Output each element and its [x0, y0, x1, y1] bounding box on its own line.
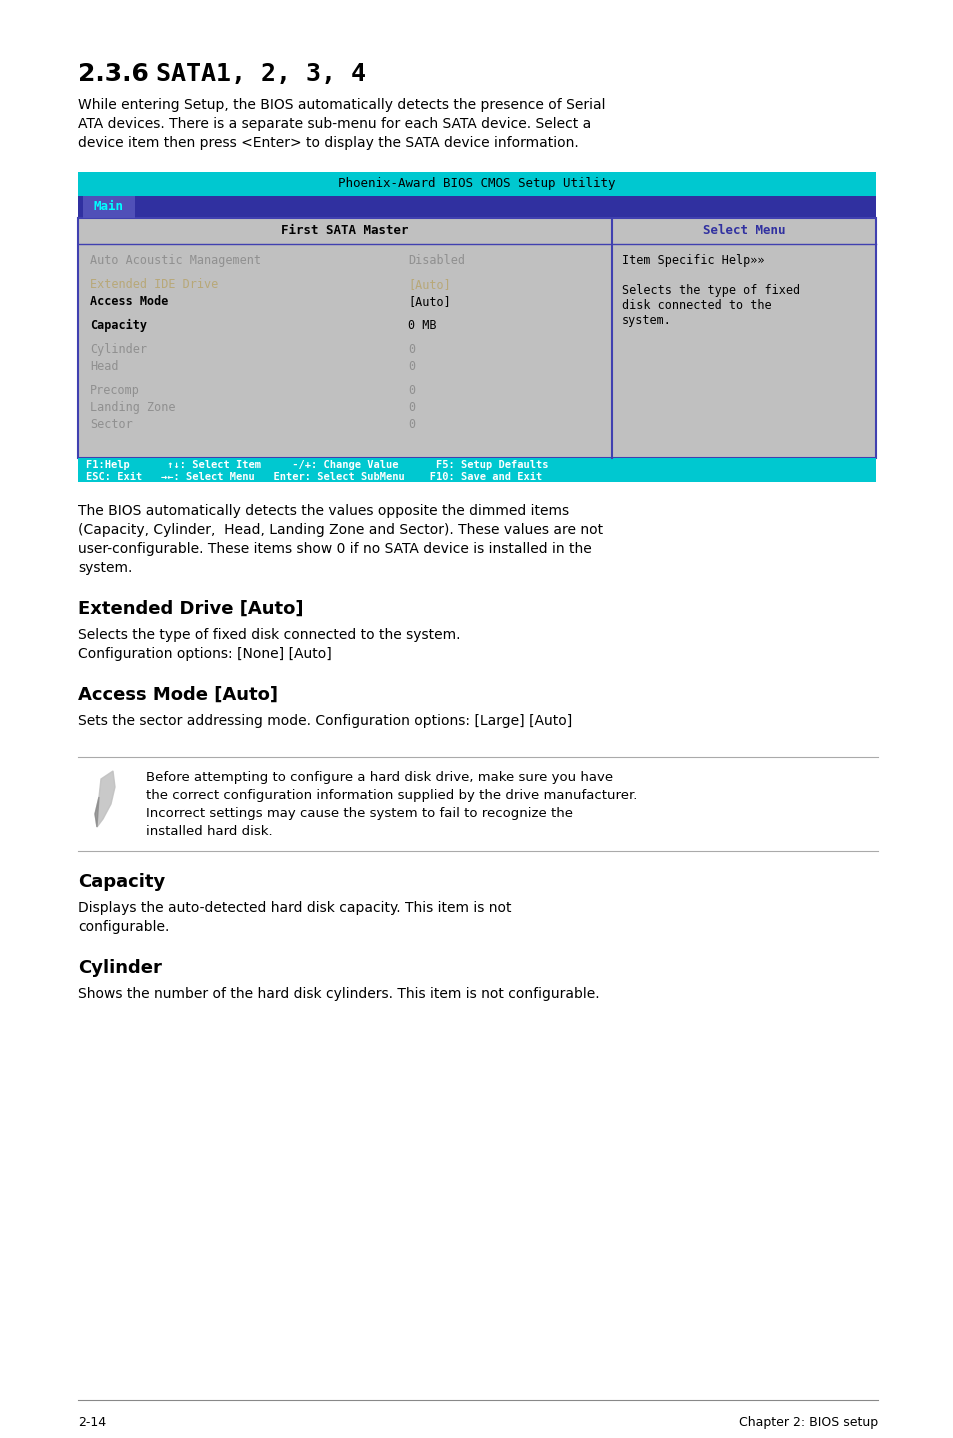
- Text: Sets the sector addressing mode. Configuration options: [Large] [Auto]: Sets the sector addressing mode. Configu…: [78, 715, 572, 728]
- Text: user-configurable. These items show 0 if no SATA device is installed in the: user-configurable. These items show 0 if…: [78, 542, 591, 557]
- Text: 0: 0: [408, 360, 415, 372]
- Bar: [78, 196, 875, 219]
- Text: Cylinder: Cylinder: [78, 959, 162, 976]
- Polygon shape: [95, 771, 115, 827]
- Text: The BIOS automatically detects the values opposite the dimmed items: The BIOS automatically detects the value…: [78, 503, 569, 518]
- Text: SATA1, 2, 3, 4: SATA1, 2, 3, 4: [156, 62, 366, 86]
- Text: Access Mode: Access Mode: [90, 295, 168, 308]
- Bar: [78, 173, 875, 196]
- Text: system.: system.: [78, 561, 132, 575]
- Text: First SATA Master: First SATA Master: [281, 224, 408, 237]
- Text: [Auto]: [Auto]: [408, 295, 450, 308]
- Text: F1:Help      ↑↓: Select Item     -/+: Change Value      F5: Setup Defaults: F1:Help ↑↓: Select Item -/+: Change Valu…: [86, 460, 548, 470]
- Text: 0 MB: 0 MB: [408, 319, 436, 332]
- Text: Selects the type of fixed: Selects the type of fixed: [621, 283, 800, 298]
- Text: [Auto]: [Auto]: [408, 278, 450, 290]
- Text: Capacity: Capacity: [78, 873, 165, 892]
- Text: Phoenix-Award BIOS CMOS Setup Utility: Phoenix-Award BIOS CMOS Setup Utility: [338, 177, 615, 190]
- Text: Disabled: Disabled: [408, 255, 464, 267]
- Text: system.: system.: [621, 313, 671, 326]
- Text: Access Mode [Auto]: Access Mode [Auto]: [78, 686, 277, 705]
- Text: ATA devices. There is a separate sub-menu for each SATA device. Select a: ATA devices. There is a separate sub-men…: [78, 116, 591, 131]
- Text: 0: 0: [408, 401, 415, 414]
- Text: Head: Head: [90, 360, 118, 372]
- Text: 0: 0: [408, 418, 415, 431]
- Text: 0: 0: [408, 344, 415, 357]
- Text: Select Menu: Select Menu: [702, 224, 784, 237]
- Bar: [78, 219, 875, 457]
- Text: Before attempting to configure a hard disk drive, make sure you have: Before attempting to configure a hard di…: [146, 771, 613, 784]
- Text: Configuration options: [None] [Auto]: Configuration options: [None] [Auto]: [78, 647, 332, 661]
- Text: Incorrect settings may cause the system to fail to recognize the: Incorrect settings may cause the system …: [146, 807, 573, 820]
- Text: Selects the type of fixed disk connected to the system.: Selects the type of fixed disk connected…: [78, 628, 460, 641]
- Text: Main: Main: [94, 200, 124, 213]
- Text: installed hard disk.: installed hard disk.: [146, 825, 273, 838]
- Text: Cylinder: Cylinder: [90, 344, 147, 357]
- Text: Extended IDE Drive: Extended IDE Drive: [90, 278, 218, 290]
- Text: Displays the auto-detected hard disk capacity. This item is not: Displays the auto-detected hard disk cap…: [78, 902, 511, 915]
- Text: 2-14: 2-14: [78, 1416, 106, 1429]
- Text: Extended Drive [Auto]: Extended Drive [Auto]: [78, 600, 303, 618]
- Text: Item Specific Help»»: Item Specific Help»»: [621, 255, 763, 267]
- Text: Chapter 2: BIOS setup: Chapter 2: BIOS setup: [739, 1416, 877, 1429]
- Text: Capacity: Capacity: [90, 319, 147, 332]
- Text: Landing Zone: Landing Zone: [90, 401, 175, 414]
- Text: Auto Acoustic Management: Auto Acoustic Management: [90, 255, 261, 267]
- Text: While entering Setup, the BIOS automatically detects the presence of Serial: While entering Setup, the BIOS automatic…: [78, 98, 605, 112]
- Text: (Capacity, Cylinder,  Head, Landing Zone and Sector). These values are not: (Capacity, Cylinder, Head, Landing Zone …: [78, 523, 602, 536]
- Text: disk connected to the: disk connected to the: [621, 299, 771, 312]
- Text: configurable.: configurable.: [78, 920, 170, 935]
- Text: ESC: Exit   →←: Select Menu   Enter: Select SubMenu    F10: Save and Exit: ESC: Exit →←: Select Menu Enter: Select …: [86, 472, 541, 482]
- Text: 2.3.6: 2.3.6: [78, 62, 149, 86]
- Text: 0: 0: [408, 384, 415, 397]
- Text: the correct configuration information supplied by the drive manufacturer.: the correct configuration information su…: [146, 789, 637, 802]
- Text: device item then press <Enter> to display the SATA device information.: device item then press <Enter> to displa…: [78, 137, 578, 150]
- Text: Sector: Sector: [90, 418, 132, 431]
- Bar: [83, 196, 135, 219]
- Bar: [78, 457, 875, 482]
- Polygon shape: [95, 797, 99, 827]
- Text: Shows the number of the hard disk cylinders. This item is not configurable.: Shows the number of the hard disk cylind…: [78, 986, 599, 1001]
- Text: Precomp: Precomp: [90, 384, 140, 397]
